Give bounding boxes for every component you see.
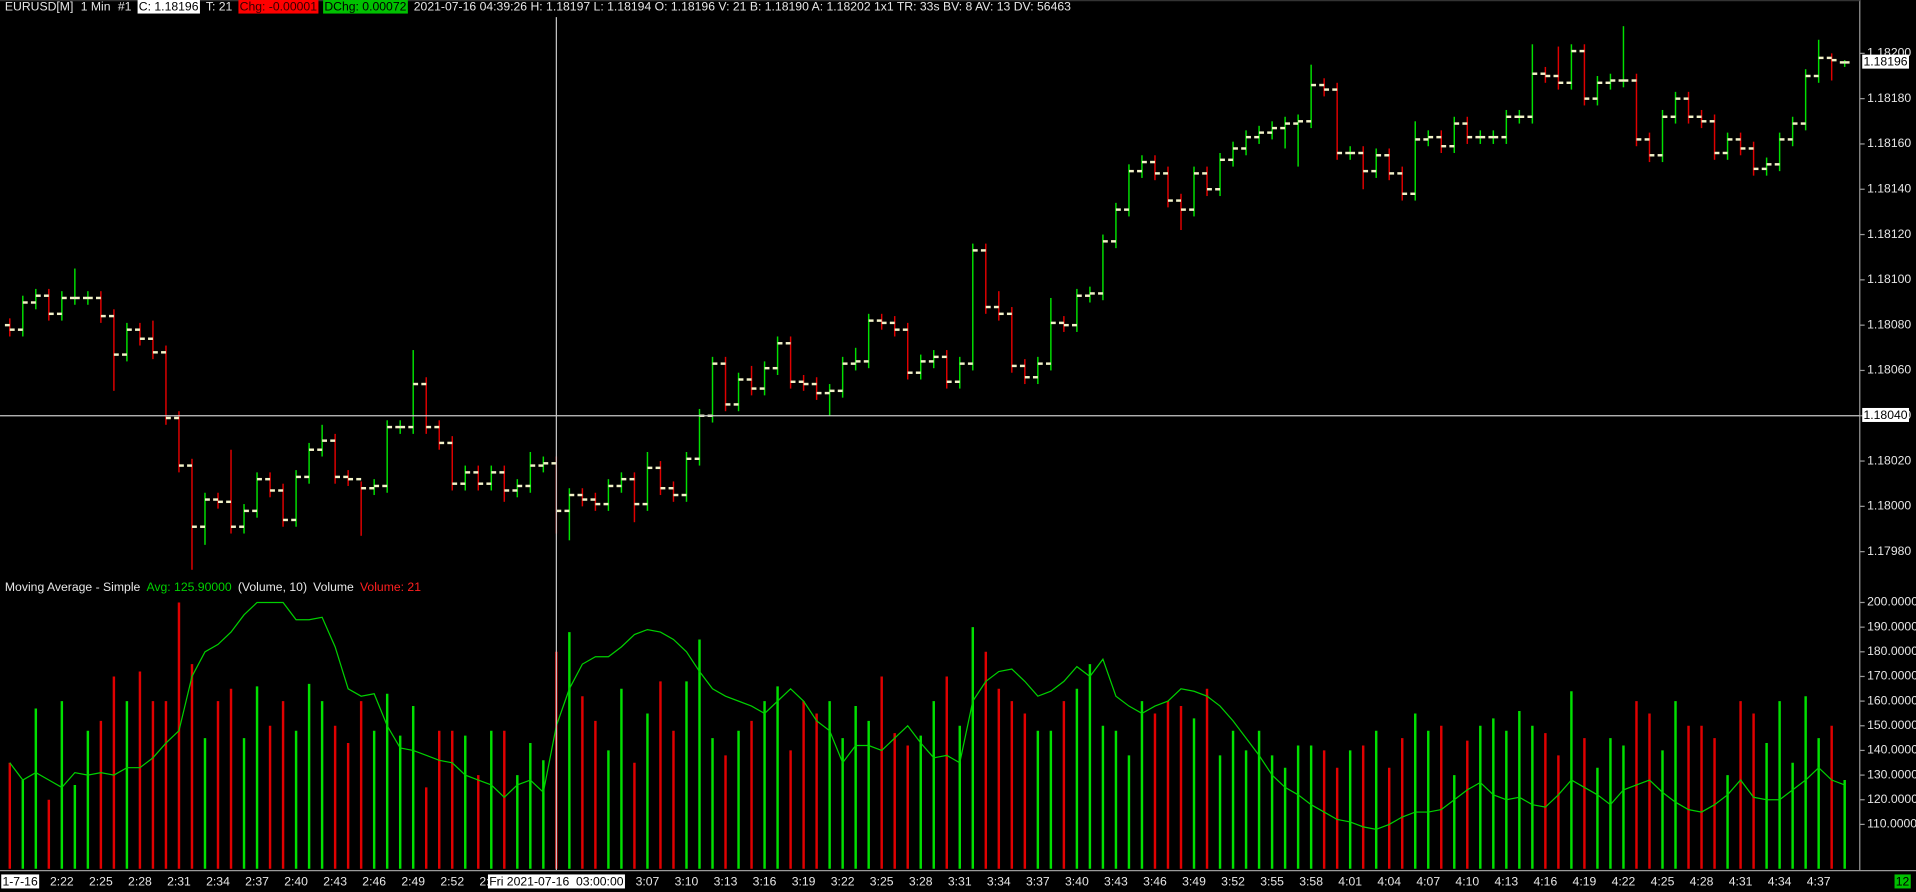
header: EURUSD[M] 1 Min #1 C: 1.18196 T: 21 Chg:… — [5, 0, 1071, 14]
y-tick-label: 160.000000 — [1867, 693, 1916, 707]
x-tick-label: 3:43 — [1104, 874, 1128, 888]
x-tick-label: 3:40 — [1065, 874, 1089, 888]
label-box — [323, 0, 408, 14]
x-tick-label: 2:28 — [128, 874, 152, 888]
crosshair-time-label: Fri 2021-07-16 03:00:00 — [489, 874, 624, 888]
x-tick-label: 3:10 — [675, 874, 699, 888]
x-tick-label: 3:07 — [636, 874, 660, 888]
x-tick-label: 3:34 — [987, 874, 1011, 888]
x-tick-label: 4:31 — [1729, 874, 1753, 888]
y-tick-label: 170.000000 — [1867, 669, 1916, 683]
label-box — [1862, 54, 1909, 69]
y-tick-label: 1.18140 — [1867, 181, 1911, 195]
x-tick-label: 2:37 — [245, 874, 269, 888]
x-tick-label: 2:49 — [401, 874, 425, 888]
interval: 1 Min — [81, 0, 111, 14]
x-tick-label: 2:34 — [206, 874, 230, 888]
y-tick-label: 1.18000 — [1867, 499, 1911, 513]
label-box — [1894, 874, 1911, 889]
x-tick-label: 3:16 — [753, 874, 777, 888]
y-tick-label: 140.000000 — [1867, 743, 1916, 757]
y-tick-label: 1.18160 — [1867, 136, 1911, 150]
x-tick-label: 3:58 — [1299, 874, 1323, 888]
x-tick-label: 3:52 — [1221, 874, 1245, 888]
indicator-params: (Volume, 10) — [238, 580, 307, 594]
label-box — [1862, 407, 1909, 422]
moving-average-line — [9, 601, 1845, 830]
crosshair-price-label: 1.18040 — [1863, 408, 1907, 422]
change-label: Chg: -0.00001 — [240, 0, 318, 14]
x-tick-label: 4:37 — [1807, 874, 1831, 888]
y-tick-label: 190.000000 — [1867, 619, 1916, 633]
date-label: 1-7-16 — [2, 874, 37, 888]
label-box — [238, 0, 319, 14]
x-tick-label: 2:22 — [50, 874, 74, 888]
series-value: Volume: 21 — [360, 580, 421, 594]
x-tick-label: 2:40 — [284, 874, 308, 888]
x-tick-label: 2:25 — [89, 874, 113, 888]
x-tick-label: 3:13 — [714, 874, 738, 888]
tick-count: T: 21 — [206, 0, 233, 14]
x-tick-label: 3:46 — [1143, 874, 1167, 888]
x-tick-label: 4:22 — [1612, 874, 1636, 888]
x-tick-label: 4:16 — [1533, 874, 1557, 888]
y-tick-label: 1.18080 — [1867, 317, 1911, 331]
y-tick-label: 1.18020 — [1867, 453, 1911, 467]
y-tick-label: 200.000000 — [1867, 595, 1916, 609]
corner-label: 12 — [1896, 874, 1910, 888]
x-tick-label: 4:10 — [1455, 874, 1479, 888]
x-tick-label: 3:28 — [909, 874, 933, 888]
y-tick-label: 1.18120 — [1867, 227, 1911, 241]
x-tick-label: 3:37 — [1026, 874, 1050, 888]
x-tick-label: 4:25 — [1651, 874, 1675, 888]
y-tick-label: 120.000000 — [1867, 792, 1916, 806]
x-tick-label: 4:34 — [1768, 874, 1792, 888]
label-box — [137, 0, 200, 14]
label-box — [1, 874, 40, 889]
y-tick-label: 1.18180 — [1867, 91, 1911, 105]
x-tick-label: 2:52 — [440, 874, 464, 888]
x-tick-label: 3:49 — [1182, 874, 1206, 888]
x-tick-label: 3:25 — [870, 874, 894, 888]
y-tick-label: 1.18100 — [1867, 272, 1911, 286]
y-tick-label: 1.17980 — [1867, 544, 1911, 558]
indicator-title: Moving Average - Simple — [5, 580, 141, 594]
x-tick-label: 4:04 — [1377, 874, 1401, 888]
y-tick-label: 1.18060 — [1867, 363, 1911, 377]
x-tick-label: 2:43 — [323, 874, 347, 888]
y-tick-label: 110.000000 — [1867, 817, 1916, 831]
x-tick-label: 3:55 — [1260, 874, 1284, 888]
x-tick-label: 4:07 — [1416, 874, 1440, 888]
last-price-label: 1.18196 — [1863, 55, 1907, 69]
indicator-avg: Avg: 125.90000 — [146, 580, 231, 594]
close-label: C: 1.18196 — [139, 0, 199, 14]
x-tick-label: 4:01 — [1338, 874, 1362, 888]
bar-id: #1 — [118, 0, 132, 14]
y-tick-label: 180.000000 — [1867, 644, 1916, 658]
label-box — [487, 874, 625, 889]
bar-info: 2021-07-16 04:39:26 H: 1.18197 L: 1.1819… — [414, 0, 1071, 14]
y-tick-label: 130.000000 — [1867, 767, 1916, 781]
x-tick-label: 4:13 — [1494, 874, 1518, 888]
y-tick-label: 150.000000 — [1867, 718, 1916, 732]
x-tick-label: 4:28 — [1690, 874, 1714, 888]
x-tick-label: 4:19 — [1573, 874, 1597, 888]
x-tick-label: 2:46 — [362, 874, 386, 888]
x-tick-label: 3:22 — [831, 874, 855, 888]
indicator-header: Moving Average - Simple Avg: 125.90000 (… — [5, 580, 421, 594]
daily-change-label: DChg: 0.00072 — [324, 0, 406, 14]
series-name: Volume — [313, 580, 354, 594]
symbol: EURUSD[M] — [5, 0, 73, 14]
x-tick-label: 3:31 — [948, 874, 972, 888]
x-tick-label: 3:19 — [792, 874, 816, 888]
x-tick-label: 2:31 — [167, 874, 191, 888]
